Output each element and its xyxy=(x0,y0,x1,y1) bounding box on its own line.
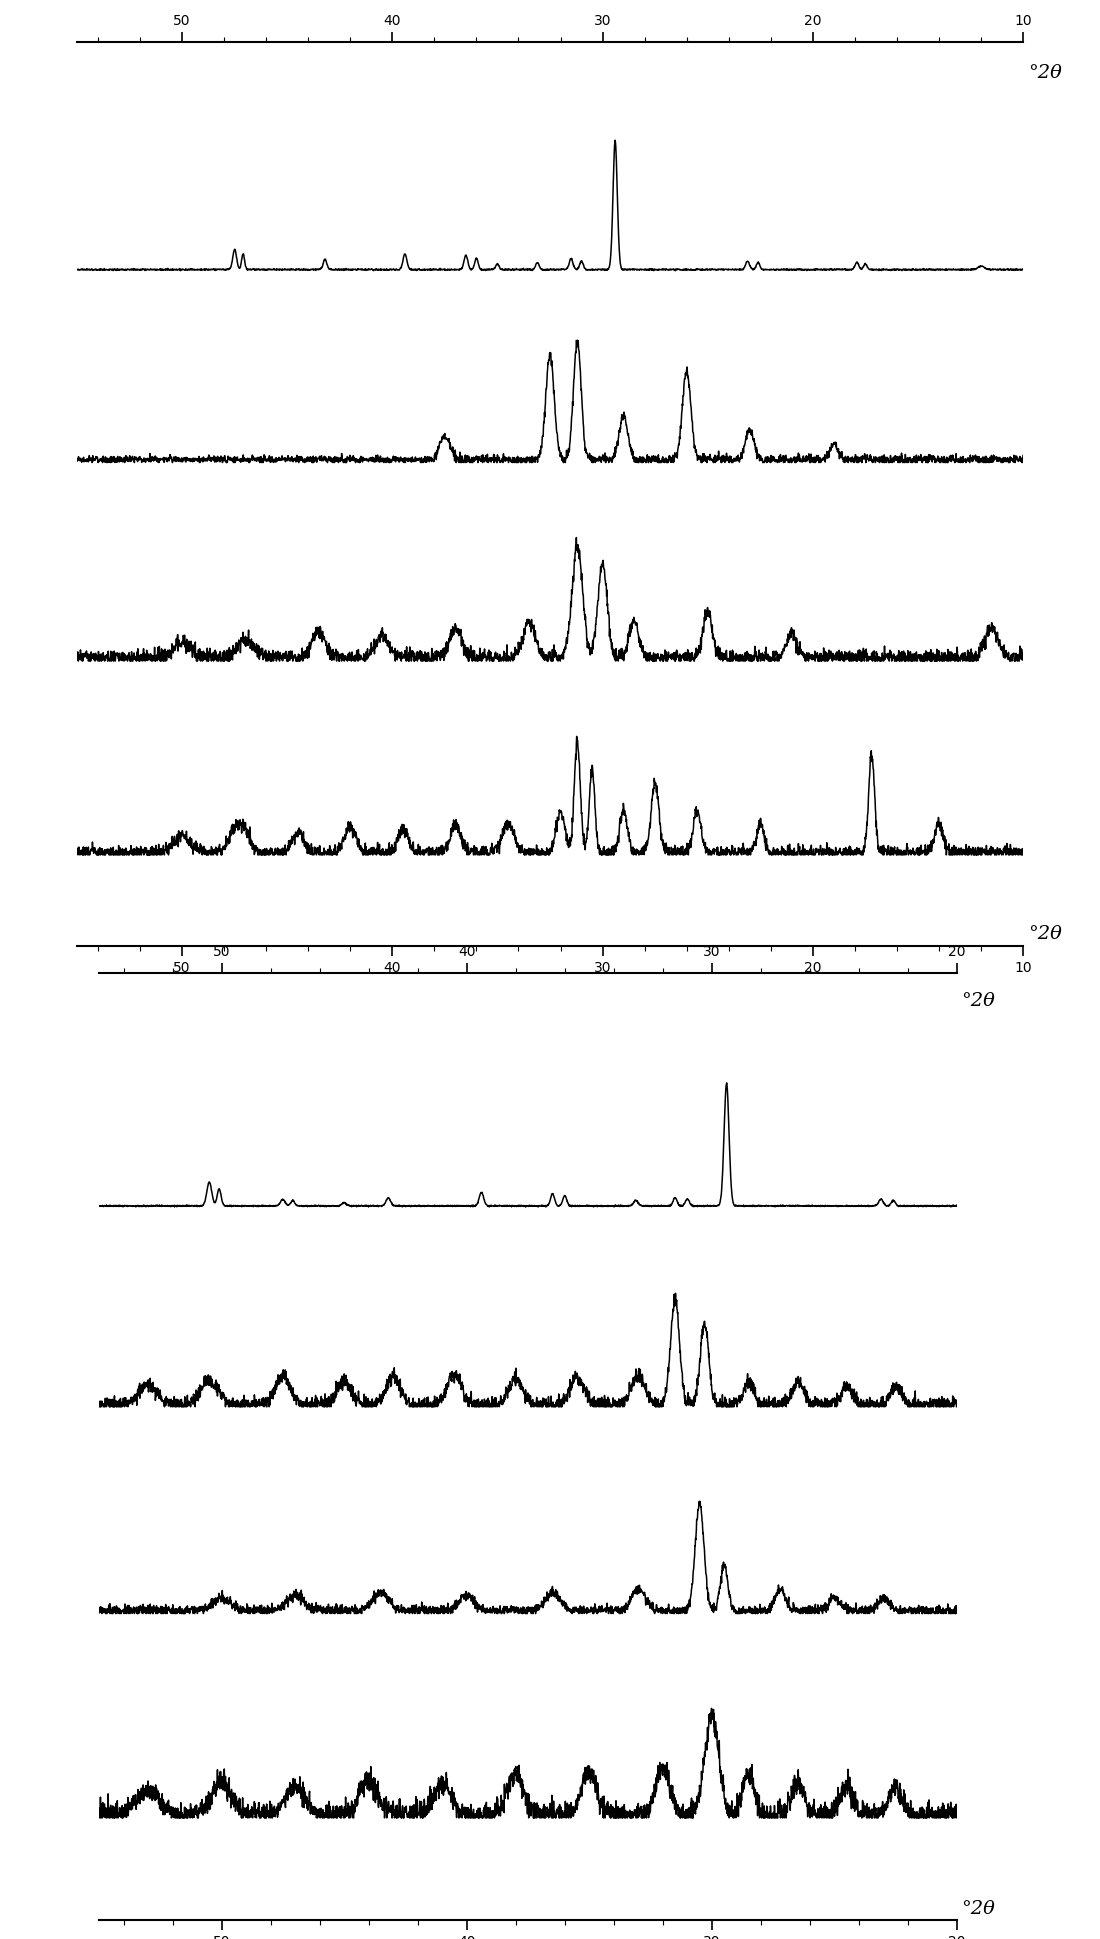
Text: °2θ: °2θ xyxy=(1027,925,1062,942)
Text: °2θ: °2θ xyxy=(1027,64,1062,81)
Text: °2θ: °2θ xyxy=(961,1898,996,1918)
Text: °2θ: °2θ xyxy=(961,991,996,1010)
